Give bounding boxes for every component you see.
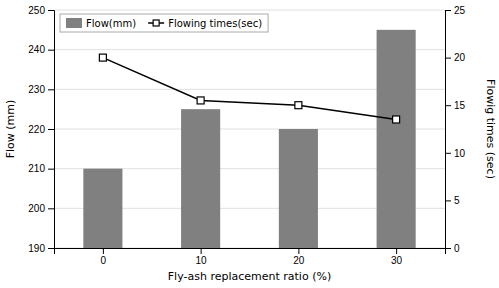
legend-label: Flowing times(sec) [168, 18, 262, 29]
tick-label: 210 [28, 163, 45, 174]
bar [279, 129, 318, 248]
tick-label: 200 [28, 203, 45, 214]
tick: 10 [196, 248, 208, 266]
y-axis-title: Flow (mm) [4, 100, 17, 159]
tick: 200 [28, 203, 54, 214]
tick-label: 10 [454, 148, 466, 159]
tick-label: 0 [454, 243, 460, 254]
bars [83, 30, 415, 248]
tick-label: 220 [28, 124, 45, 135]
marker [99, 54, 106, 61]
tick-mark [396, 248, 397, 254]
tick-mark [48, 50, 54, 51]
tick-mark [298, 248, 299, 254]
tick: 230 [28, 84, 54, 95]
tick: 5 [445, 195, 460, 206]
line [103, 58, 396, 120]
tick: 190 [28, 243, 54, 254]
tick-label: 190 [28, 243, 45, 254]
tick-label: 25 [454, 5, 466, 16]
marker [393, 116, 400, 123]
marker [295, 102, 302, 109]
tick-mark [201, 248, 202, 254]
tick-mark [445, 248, 451, 249]
bar [83, 169, 122, 248]
tick: 30 [391, 248, 403, 266]
tick: 0 [101, 248, 107, 266]
legend: Flow(mm) Flowing times(sec) [60, 14, 268, 32]
grid-line [54, 10, 445, 11]
legend-item: Flowing times(sec) [148, 18, 262, 29]
marks [83, 30, 415, 248]
plot: 0 10 20 30 190 200 210 220 230 240 250 0 5 10 15 20 25 Fl… [4, 5, 497, 288]
legend-marker [153, 20, 159, 26]
x-axis: 0 10 20 30 [55, 248, 446, 266]
y2-axis: 0 5 10 15 20 25 [445, 5, 466, 254]
bar [181, 109, 220, 248]
tick-label: 0 [101, 255, 107, 266]
tick: 10 [445, 148, 466, 159]
tick: 250 [28, 5, 54, 16]
tick-label: 15 [454, 100, 466, 111]
tick: 0 [445, 243, 460, 254]
tick: 20 [293, 248, 305, 266]
tick-mark [48, 129, 54, 130]
markers [99, 54, 399, 123]
tick-label: 20 [293, 255, 305, 266]
axis-line [48, 11, 55, 249]
legend-box [60, 14, 268, 32]
tick-label: 240 [28, 44, 45, 55]
axis-line [446, 11, 452, 249]
tick-label: 5 [454, 195, 460, 206]
tick: 20 [445, 52, 466, 63]
tick-mark [445, 153, 451, 154]
y-axis: 190 200 210 220 230 240 250 [28, 5, 54, 254]
tick-mark [445, 58, 451, 59]
legend-swatch [66, 18, 82, 28]
tick-mark [48, 169, 54, 170]
tick: 240 [28, 44, 54, 55]
tick-label: 250 [28, 5, 45, 16]
x-axis-title: Fly-ash replacement ratio (%) [168, 270, 331, 283]
marker [197, 97, 204, 104]
tick-mark [48, 208, 54, 209]
tick-mark [48, 10, 54, 11]
tick-label: 20 [454, 52, 466, 63]
legend-label: Flow(mm) [86, 18, 136, 29]
tick: 25 [445, 5, 466, 16]
tick-mark [445, 105, 451, 106]
tick-mark [48, 89, 54, 90]
tick-label: 10 [196, 255, 208, 266]
tick-label: 30 [391, 255, 403, 266]
tick-label: 230 [28, 84, 45, 95]
tick: 15 [445, 100, 466, 111]
tick: 220 [28, 124, 54, 135]
tick-mark [48, 248, 54, 249]
y2-axis-title: Flowig times (sec) [484, 79, 497, 179]
chart: 0 10 20 30 190 200 210 220 230 240 250 0 5 10 15 20 25 Fl… [0, 0, 499, 288]
bar [377, 30, 416, 248]
tick-mark [445, 10, 451, 11]
tick-mark [103, 248, 104, 254]
axis-line [55, 249, 446, 255]
legend-item: Flow(mm) [66, 18, 136, 29]
tick: 210 [28, 163, 54, 174]
tick-mark [445, 200, 451, 201]
